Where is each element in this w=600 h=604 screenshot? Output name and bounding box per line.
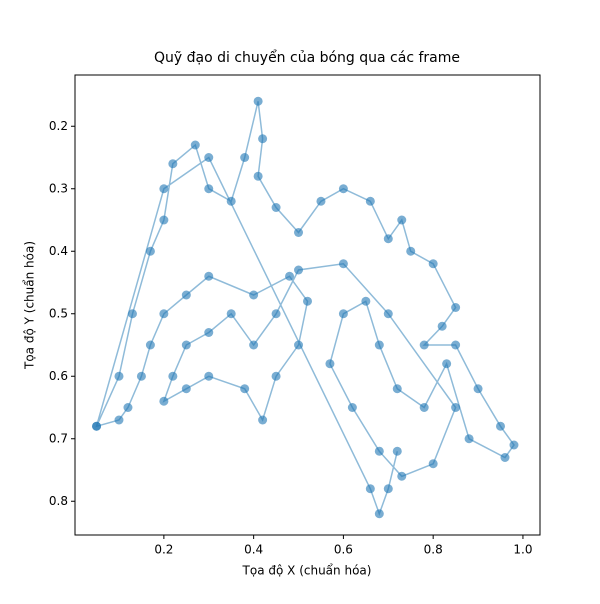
trajectory-point <box>316 196 326 206</box>
trajectory-point <box>181 384 191 394</box>
x-tick-label: 1.0 <box>513 543 532 557</box>
trajectory-point <box>419 403 429 412</box>
trajectory-point <box>226 196 236 206</box>
chart-title: Quỹ đạo di chuyển của bóng qua các frame <box>154 49 460 66</box>
trajectory-point <box>249 340 259 350</box>
y-tick-label: 0.8 <box>49 494 68 508</box>
trajectory-point <box>190 140 200 150</box>
trajectory-point <box>145 246 155 256</box>
x-tick-label: 0.8 <box>424 543 443 557</box>
trajectory-point <box>451 403 461 412</box>
plot-frame <box>74 74 541 536</box>
trajectory-point <box>365 196 375 206</box>
trajectory-point <box>249 290 259 300</box>
trajectory-point <box>271 203 281 212</box>
y-tick-label: 0.6 <box>49 369 68 383</box>
trajectory-point <box>374 509 384 519</box>
trajectory-point <box>365 484 375 494</box>
trajectory-point <box>374 446 384 456</box>
trajectory-point <box>347 403 357 412</box>
trajectory-point <box>464 434 474 444</box>
trajectory-point <box>204 371 214 381</box>
trajectory-point <box>442 359 452 369</box>
trajectory-point <box>92 421 102 431</box>
x-tick-label: 0.6 <box>334 543 353 557</box>
trajectory-point <box>204 328 214 337</box>
trajectory-point <box>240 153 250 162</box>
trajectory-point <box>114 371 124 381</box>
trajectory-point <box>271 309 281 319</box>
trajectory-point <box>428 459 438 469</box>
trajectory-point <box>338 309 348 319</box>
trajectory-point <box>325 359 335 369</box>
trajectory-point <box>338 184 348 194</box>
trajectory-point <box>204 184 214 194</box>
trajectory-point <box>406 246 416 256</box>
trajectory-point <box>451 340 461 350</box>
trajectory-point <box>204 153 214 162</box>
trajectory-point <box>294 340 304 350</box>
trajectory-point <box>397 471 407 481</box>
y-tick-label: 0.7 <box>49 431 68 445</box>
trajectory-point <box>145 340 155 350</box>
trajectory-point <box>294 228 304 237</box>
trajectory-point <box>361 296 371 306</box>
trajectory-point <box>383 234 393 244</box>
trajectory-point <box>383 484 393 494</box>
trajectory-point <box>204 271 214 281</box>
trajectory-point <box>500 453 510 462</box>
trajectory-point <box>303 296 312 306</box>
trajectory-point <box>159 215 169 225</box>
trajectory-point <box>181 290 191 300</box>
trajectory-point <box>383 309 393 319</box>
trajectory-point <box>258 134 268 144</box>
trajectory-point <box>509 440 519 450</box>
trajectory-point <box>168 159 178 169</box>
trajectory-point <box>181 340 191 350</box>
trajectory-point <box>136 371 146 381</box>
trajectory-point <box>392 384 402 394</box>
trajectory-point <box>159 184 169 194</box>
trajectory-point <box>285 271 295 281</box>
trajectory-line <box>95 101 515 517</box>
trajectory-point <box>374 340 384 350</box>
y-tick-label: 0.5 <box>49 306 68 320</box>
trajectory-point <box>159 396 169 406</box>
trajectory-point <box>123 403 133 412</box>
trajectory-point <box>271 371 281 381</box>
x-tick-label: 0.2 <box>154 543 173 557</box>
trajectory-point <box>428 259 438 269</box>
trajectory-point <box>226 309 236 319</box>
trajectory-point <box>240 384 250 394</box>
trajectory-point <box>258 415 268 425</box>
trajectory-point <box>168 371 178 381</box>
x-axis-label: Tọa độ X (chuẩn hóa) <box>242 564 372 578</box>
trajectory-point <box>397 215 407 225</box>
trajectory-point <box>392 446 402 456</box>
y-axis-label: Tọa độ Y (chuẩn hóa) <box>23 241 37 370</box>
y-tick-label: 0.4 <box>49 244 68 258</box>
trajectory-point <box>496 421 506 431</box>
trajectory-point <box>127 309 137 319</box>
trajectory-point <box>114 415 124 425</box>
trajectory-point <box>253 171 263 181</box>
trajectory-point <box>437 321 447 331</box>
trajectory-point <box>451 303 461 312</box>
x-tick-label: 0.4 <box>244 543 263 557</box>
y-tick-label: 0.3 <box>49 181 68 195</box>
trajectory-point <box>253 96 263 106</box>
trajectory-point <box>294 265 304 275</box>
trajectory-point <box>473 384 483 394</box>
trajectory-point <box>159 309 169 319</box>
trajectory-point <box>419 340 429 350</box>
y-tick-label: 0.2 <box>49 119 68 133</box>
trajectory-point <box>338 259 348 269</box>
